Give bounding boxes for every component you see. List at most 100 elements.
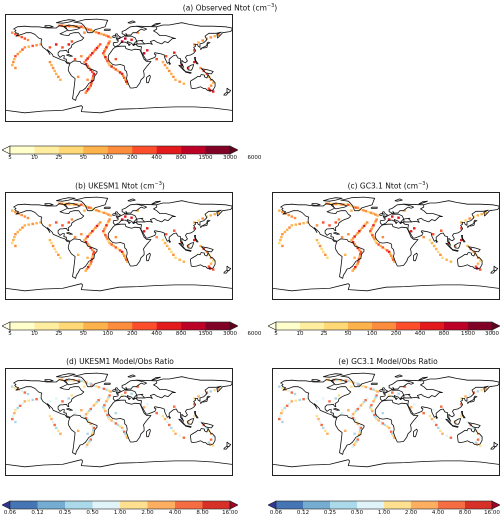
observation-site-marker <box>287 389 290 393</box>
observation-site-marker <box>103 408 106 411</box>
observation-site-marker <box>170 250 173 254</box>
coastline <box>379 213 383 216</box>
observation-site-marker <box>59 432 62 435</box>
coastline <box>394 374 403 378</box>
observation-site-marker <box>197 395 200 398</box>
observation-site-marker <box>16 52 20 56</box>
observation-site-marker <box>354 420 358 424</box>
observation-site-marker <box>39 221 42 224</box>
observation-site-marker <box>387 218 391 221</box>
coastline <box>200 219 211 228</box>
observation-site-marker <box>460 221 463 224</box>
observation-site-marker <box>39 43 42 46</box>
observation-site-marker <box>102 387 106 390</box>
observation-site-marker <box>356 246 360 250</box>
ratio-ticks-d: 0.06 0.12 0.25 0.50 1.00 2.00 4.00 8.00 16.00 <box>2 510 238 518</box>
observation-site-marker <box>182 82 186 85</box>
observation-site-marker <box>281 420 284 424</box>
observation-site-marker <box>90 433 94 437</box>
observation-site-marker <box>161 414 165 418</box>
observation-site-marker <box>89 382 93 385</box>
ratio-colorbar-e-tick-label: 0.12 <box>296 510 310 516</box>
ratio-colorbar-e-segment <box>384 501 412 509</box>
observation-site-marker <box>95 46 99 50</box>
observation-site-marker <box>209 262 213 265</box>
ratio-colorbar-d-tick-label: 0.12 <box>31 510 44 516</box>
observation-site-marker <box>364 223 367 226</box>
observation-site-marker <box>97 223 100 226</box>
observation-site-marker <box>84 237 88 240</box>
coastline <box>103 206 111 209</box>
observation-site-marker <box>193 60 196 64</box>
observation-site-marker <box>108 241 111 245</box>
ratio-colorbar-d-under-triangle <box>2 500 11 510</box>
ratio-colorbar-d-tick-label: 0.50 <box>86 510 99 516</box>
world-map <box>6 18 232 114</box>
observation-site-marker <box>376 214 379 217</box>
coastline <box>457 252 483 270</box>
observation-site-marker <box>430 417 434 421</box>
observation-site-marker <box>124 215 127 218</box>
ratio-colorbar-d-tick-label: 4.00 <box>168 510 182 516</box>
observation-site-marker <box>337 203 340 206</box>
observation-site-marker <box>31 222 34 226</box>
observation-site-marker <box>353 235 356 238</box>
observation-site-marker <box>437 426 440 430</box>
observation-site-marker <box>91 230 94 233</box>
observation-site-marker <box>80 55 83 58</box>
observation-site-marker <box>383 247 387 251</box>
observation-site-marker <box>370 408 373 411</box>
observation-site-marker <box>82 380 86 383</box>
observation-site-marker <box>209 432 213 435</box>
ntot-colorbar-c-tick-label: 1500 <box>461 331 475 337</box>
observation-site-marker <box>290 224 294 227</box>
observation-site-marker <box>89 231 93 235</box>
observation-site-marker <box>372 235 375 239</box>
observation-site-marker <box>13 235 16 239</box>
observation-site-marker <box>124 37 127 40</box>
observation-site-marker <box>14 233 17 236</box>
observation-site-marker <box>108 40 111 43</box>
observation-site-marker <box>298 222 301 226</box>
observation-site-marker <box>100 32 103 36</box>
observation-site-marker <box>110 419 113 422</box>
observation-site-marker <box>13 57 16 61</box>
observation-site-marker <box>136 209 140 212</box>
observation-site-marker <box>434 247 438 251</box>
observation-site-marker <box>35 222 38 225</box>
observation-site-marker <box>472 391 476 394</box>
observation-site-marker <box>54 43 58 46</box>
observation-site-marker <box>170 72 173 76</box>
observation-site-marker <box>476 438 480 441</box>
observation-site-marker <box>84 59 88 62</box>
ntot-colorbar-a-segment <box>132 146 157 154</box>
ntot-colorbar-c-frame <box>275 321 493 331</box>
ntot-colorbar-a-under-triangle <box>2 145 11 155</box>
ntot-colorbar-a-tick-label: 50 <box>79 155 87 161</box>
observation-site-marker <box>293 392 297 396</box>
observation-site-marker <box>120 426 124 430</box>
observation-site-marker <box>352 443 356 447</box>
observation-site-marker <box>126 260 129 263</box>
observation-site-marker <box>97 31 101 35</box>
observation-site-marker <box>432 420 436 424</box>
coastline <box>13 25 85 65</box>
observation-site-marker <box>77 25 81 28</box>
coastline <box>67 238 98 279</box>
observation-site-marker <box>207 265 211 268</box>
observation-site-marker <box>85 267 89 271</box>
observation-site-marker <box>369 230 372 233</box>
observation-site-marker <box>211 81 215 84</box>
observation-site-marker <box>167 247 171 251</box>
ratio-colorbar-e <box>268 500 500 511</box>
coastline <box>493 265 499 272</box>
observation-site-marker <box>371 410 374 413</box>
observation-site-marker <box>70 203 73 206</box>
observation-site-marker <box>14 244 17 248</box>
observation-site-marker <box>116 423 120 427</box>
observation-site-marker <box>21 402 24 405</box>
observation-site-marker <box>315 400 319 403</box>
observation-site-marker <box>428 238 432 242</box>
ntot-colorbar-a-tick-label: 400 <box>151 155 162 161</box>
ntot-colorbar-b-frame <box>9 321 231 331</box>
